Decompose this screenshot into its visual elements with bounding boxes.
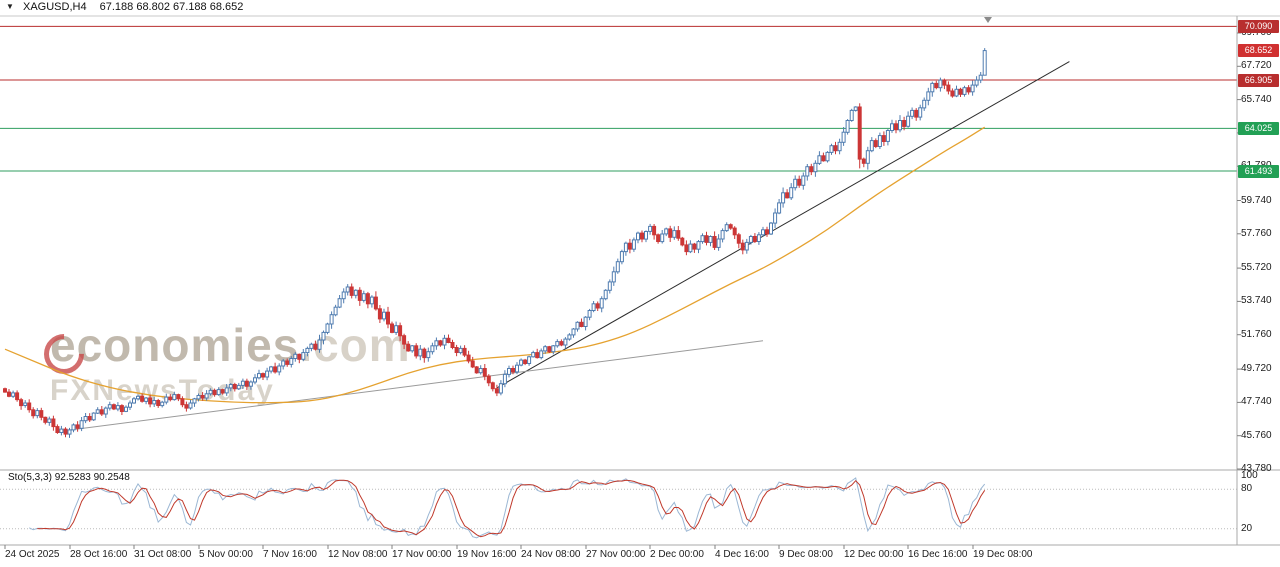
time-tick-label: 7 Nov 16:00 (263, 549, 317, 560)
chart-title: ▼ XAGUSD,H4 67.188 68.802 67.188 68.652 (6, 1, 243, 13)
price-tick-label: 59.740 (1241, 195, 1272, 206)
time-tick-label: 16 Dec 16:00 (908, 549, 968, 560)
price-tick-label: 45.760 (1241, 430, 1272, 441)
time-tick-label: 9 Dec 08:00 (779, 549, 833, 560)
time-tick-label: 31 Oct 08:00 (134, 549, 192, 560)
price-tick-label: 67.720 (1241, 60, 1272, 71)
time-tick-label: 19 Nov 16:00 (457, 549, 517, 560)
time-tick-label: 12 Nov 08:00 (328, 549, 388, 560)
price-badge: 70.090 (1238, 20, 1279, 33)
price-axis[interactable]: 69.70067.72065.74063.76061.78059.74057.7… (1237, 0, 1280, 567)
price-tick-label: 57.760 (1241, 228, 1272, 239)
price-tick-label: 65.740 (1241, 94, 1272, 105)
time-tick-label: 5 Nov 00:00 (199, 549, 253, 560)
indicator-label: Sto(5,3,3) 92.5283 90.2548 (8, 472, 130, 483)
symbol-period-label: XAGUSD,H4 (22, 1, 87, 13)
time-tick-label: 28 Oct 16:00 (70, 549, 128, 560)
price-badge: 64.025 (1238, 122, 1279, 135)
price-badge: 68.652 (1238, 44, 1279, 57)
price-tick-label: 53.740 (1241, 295, 1272, 306)
price-tick-label: 47.740 (1241, 396, 1272, 407)
time-tick-label: 19 Dec 08:00 (973, 549, 1033, 560)
time-tick-label: 4 Dec 16:00 (715, 549, 769, 560)
chart-shift-marker[interactable] (984, 17, 992, 23)
price-tick-label: 55.720 (1241, 262, 1272, 273)
time-tick-label: 2 Dec 00:00 (650, 549, 704, 560)
sto-level-label: 20 (1241, 523, 1253, 534)
time-tick-label: 27 Nov 00:00 (586, 549, 646, 560)
price-badge: 66.905 (1238, 74, 1279, 87)
time-tick-label: 17 Nov 00:00 (392, 549, 452, 560)
time-tick-label: 24 Oct 2025 (5, 549, 60, 560)
time-axis[interactable]: 24 Oct 2025 28 Oct 16:00 31 Oct 08:00 5 Nov… (0, 546, 1280, 567)
chart-dropdown-icon[interactable]: ▼ (6, 2, 14, 11)
watermark-brand: economies (50, 319, 300, 371)
sto-level-label: 100 (1241, 470, 1258, 481)
price-tick-label: 51.760 (1241, 329, 1272, 340)
price-badge: 61.493 (1238, 165, 1279, 178)
watermark-tagline: FXNewsToday (50, 374, 275, 407)
ohlc-values: 67.188 68.802 67.188 68.652 (99, 1, 244, 13)
sto-level-label: 80 (1241, 483, 1253, 494)
price-tick-label: 43.780 (1241, 463, 1272, 474)
time-tick-label: 12 Dec 00:00 (844, 549, 904, 560)
price-tick-label: 49.720 (1241, 363, 1272, 374)
time-tick-label: 24 Nov 08:00 (521, 549, 581, 560)
